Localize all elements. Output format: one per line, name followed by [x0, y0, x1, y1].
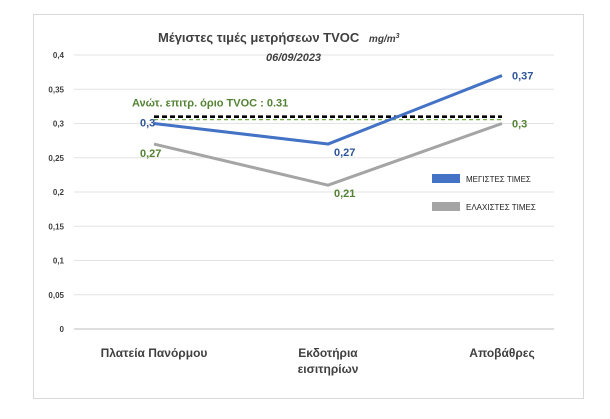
y-tick-label: 0,3	[53, 120, 65, 129]
line-chart: 0 0,05 0,1 0,15 0,2 0,25 0,3 0,35 0,4 Ανώτ. επιτ…	[48, 30, 554, 376]
limit-label: Ανώτ. επιτρ. όριο TVOC : 0.31	[132, 98, 288, 110]
chart-title: Μέγιστες τιμές μετρήσεων TVOC mg/m3	[158, 30, 400, 45]
legend: ΜΕΓΙΣΤΕΣ ΤΙΜΕΣ ΕΛΑΧΙΣΤΕΣ ΤΙΜΕΣ	[432, 174, 536, 212]
legend-swatch	[432, 174, 460, 183]
x-category-label: εισιτηρίων	[298, 362, 359, 376]
chart-subtitle: 06/09/2023	[266, 52, 321, 64]
y-tick-label: 0,35	[48, 85, 64, 94]
y-tick-label: 0,2	[53, 188, 65, 197]
data-label: 0,21	[334, 188, 355, 200]
limit-line-group: Ανώτ. επιτρ. όριο TVOC : 0.31	[132, 98, 502, 121]
y-axis-ticks: 0 0,05 0,1 0,15 0,2 0,25 0,3 0,35 0,4	[48, 51, 64, 334]
series-line-max	[153, 74, 503, 146]
x-category-label: Πλατεία Πανόρμου	[101, 346, 208, 360]
chart-title-unit-sup: 3	[396, 33, 400, 40]
y-tick-label: 0,15	[48, 222, 64, 231]
series-line-min	[153, 122, 503, 187]
y-tick-label: 0,25	[48, 154, 64, 163]
data-label: 0,3	[140, 118, 155, 130]
chart-area: 0 0,05 0,1 0,15 0,2 0,25 0,3 0,35 0,4 Ανώτ. επιτ…	[33, 14, 584, 399]
x-category-label: Αποβάθρες	[469, 346, 534, 360]
legend-label: ΜΕΓΙΣΤΕΣ ΤΙΜΕΣ	[466, 175, 531, 184]
limit-label-prefix: Ανώτ. επιτρ. όριο	[132, 98, 227, 110]
y-tick-label: 0,05	[48, 291, 64, 300]
limit-label-value: TVOC : 0.31	[227, 98, 289, 110]
x-category-label: Εκδοτήρια	[298, 346, 358, 360]
data-label: 0,37	[512, 71, 533, 83]
x-axis-categories: Πλατεία Πανόρμου Εκδοτήρια εισιτηρίων Αποβά…	[101, 346, 535, 376]
chart-title-main: Μέγιστες τιμές μετρήσεων TVOC	[158, 30, 360, 45]
y-tick-label: 0,4	[53, 51, 65, 60]
chart-title-unit: mg/m	[369, 34, 396, 45]
y-tick-label: 0	[60, 325, 65, 334]
legend-swatch	[432, 202, 460, 211]
legend-label: ΕΛΑΧΙΣΤΕΣ ΤΙΜΕΣ	[466, 203, 536, 212]
gridlines	[74, 54, 554, 330]
data-label: 0,27	[334, 147, 355, 159]
data-label: 0,27	[140, 148, 161, 160]
y-tick-label: 0,1	[53, 257, 65, 266]
data-labels: 0,3 0,27 0,37 0,27 0,21 0,3	[140, 71, 533, 201]
data-label: 0,3	[512, 119, 527, 131]
series-group	[153, 74, 503, 187]
